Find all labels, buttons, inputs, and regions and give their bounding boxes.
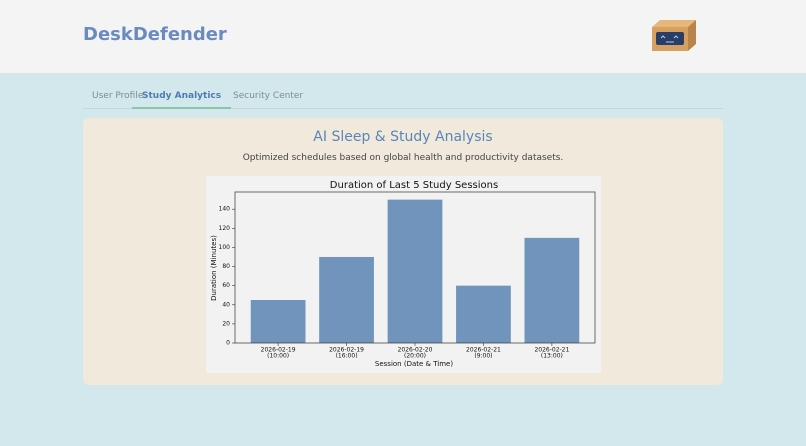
chart: Duration of Last 5 Study Sessions Sessio… [206, 176, 601, 373]
x-tick-label: 2026-02-20 [398, 347, 433, 354]
tab[interactable]: Security Center [233, 91, 304, 101]
x-tick-label: (20:00) [404, 353, 426, 360]
x-tick-label: (13:00) [541, 353, 563, 360]
bar [319, 256, 374, 343]
x-tick-label: 2026-02-19 [261, 347, 296, 354]
y-tick-label: 20 [222, 320, 230, 327]
y-tick-label: 80 [222, 263, 230, 270]
bar [524, 237, 580, 343]
y-tick-label: 60 [222, 282, 230, 289]
bar [456, 285, 511, 343]
logo-icon [652, 20, 696, 51]
y-axis-label: Duration (Minutes) [210, 235, 218, 301]
tab[interactable]: User Profile [92, 91, 144, 101]
y-tick-label: 0 [226, 340, 230, 347]
tab-active[interactable]: Study Analytics [132, 91, 232, 109]
plot-frame [234, 191, 596, 344]
x-tick-label: (10:00) [267, 353, 289, 360]
x-tick-label: 2026-02-19 [329, 347, 364, 354]
card-subtitle: Optimized schedules based on global heal… [242, 153, 564, 163]
chart-title: Duration of Last 5 Study Sessions [330, 180, 498, 191]
x-tick-label: (16:00) [336, 353, 358, 360]
x-tick-label: 2026-02-21 [534, 347, 569, 354]
header: DeskDefender [0, 0, 806, 74]
card-title: AI Sleep & Study Analysis [313, 129, 493, 145]
y-tick-label: 40 [222, 301, 230, 308]
x-tick-label: 2026-02-21 [466, 347, 501, 354]
app-title: DeskDefender [83, 24, 227, 45]
bar [250, 299, 306, 343]
y-tick-label: 140 [219, 206, 231, 213]
x-axis-label: Session (Date & Time) [375, 360, 453, 368]
x-tick-label: (9:00) [474, 353, 492, 360]
bar [387, 199, 443, 343]
y-tick-label: 100 [219, 244, 231, 251]
y-tick-label: 120 [219, 225, 231, 232]
tab-bar: User Profile Study Analytics Security Ce… [83, 86, 723, 109]
